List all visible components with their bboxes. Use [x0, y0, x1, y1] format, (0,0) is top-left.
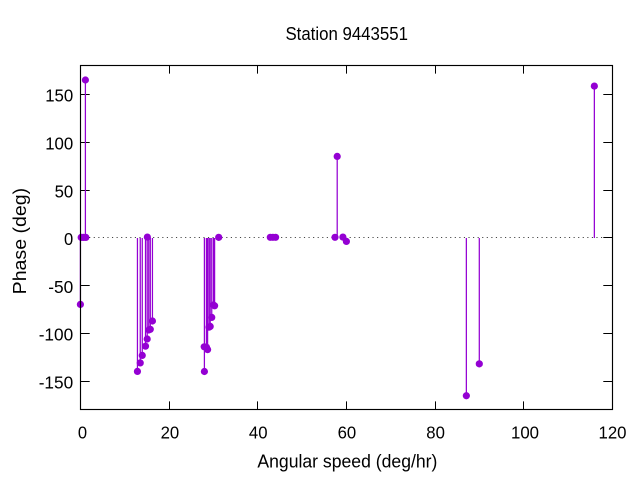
svg-text:150: 150	[45, 85, 73, 105]
svg-text:40: 40	[249, 423, 268, 443]
svg-text:-150: -150	[39, 372, 74, 392]
svg-text:100: 100	[511, 423, 539, 443]
svg-text:80: 80	[426, 423, 445, 443]
svg-text:20: 20	[161, 423, 180, 443]
svg-text:50: 50	[55, 181, 74, 201]
svg-text:0: 0	[64, 229, 73, 249]
svg-text:120: 120	[599, 423, 627, 443]
svg-text:Station 9443551: Station 9443551	[285, 24, 408, 44]
svg-text:60: 60	[338, 423, 357, 443]
svg-text:0: 0	[78, 423, 87, 443]
svg-text:100: 100	[45, 133, 73, 153]
svg-text:Angular speed (deg/hr): Angular speed (deg/hr)	[257, 452, 437, 472]
svg-text:-50: -50	[48, 277, 73, 297]
svg-text:Phase (deg): Phase (deg)	[10, 188, 30, 295]
svg-text:-100: -100	[39, 324, 74, 344]
